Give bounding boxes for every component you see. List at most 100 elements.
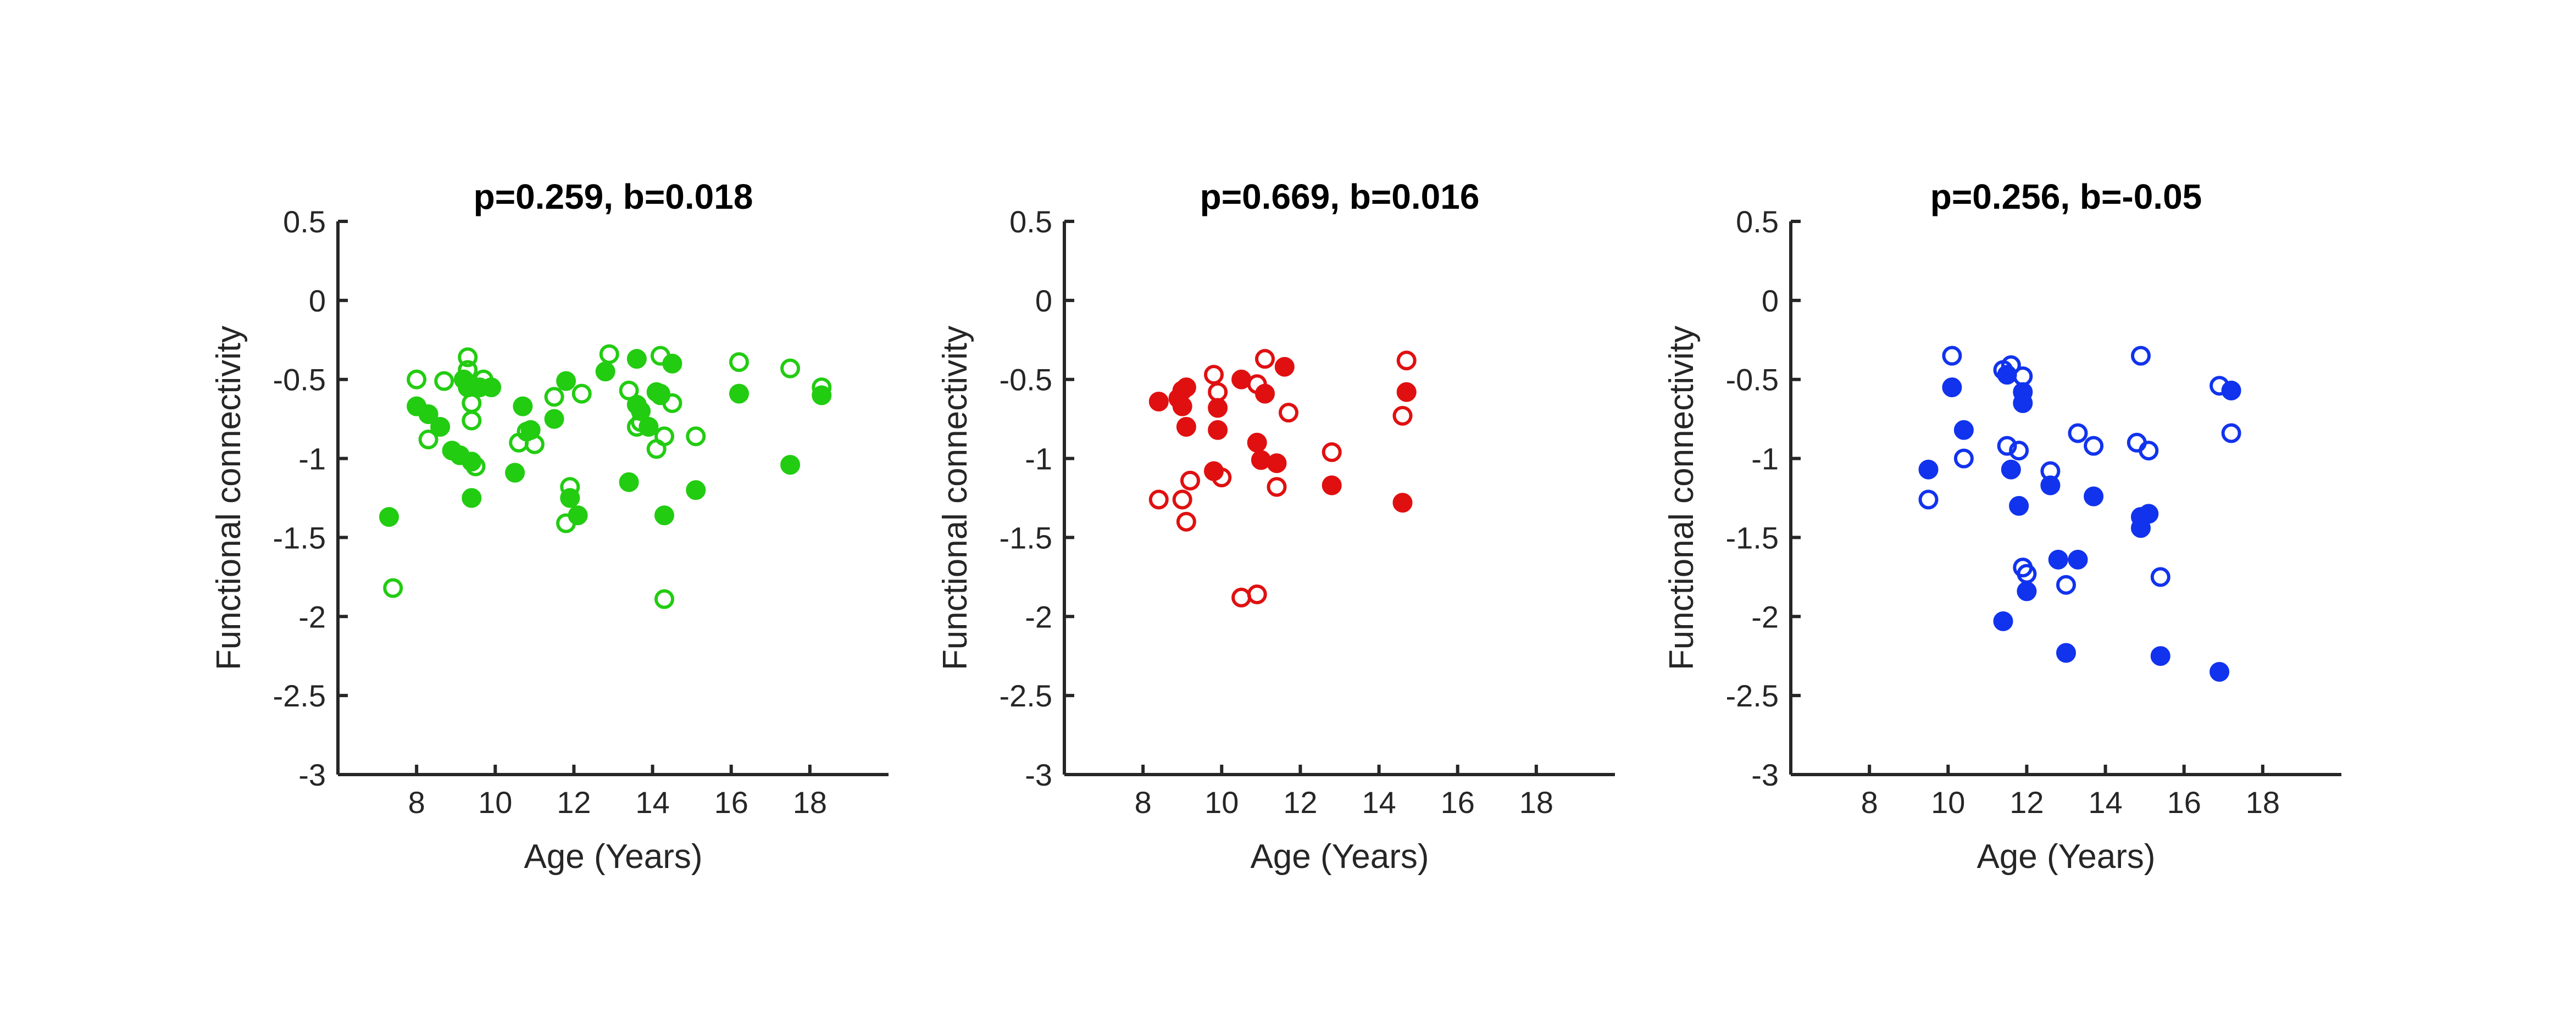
data-point-filled xyxy=(1993,611,2013,631)
data-point-open xyxy=(571,383,592,404)
y-tick-label: -3 xyxy=(1751,758,1779,792)
data-point-filled xyxy=(462,452,482,472)
y-axis-label: Functional connectivity xyxy=(936,326,974,670)
data-point-filled xyxy=(1176,377,1196,398)
data-point-open xyxy=(599,344,619,364)
y-tick-label: -1.5 xyxy=(1726,520,1779,555)
x-tick-label: 18 xyxy=(793,785,827,820)
data-point-filled xyxy=(1953,420,1974,440)
x-tick-label: 8 xyxy=(1135,785,1152,820)
data-point-filled xyxy=(626,349,647,369)
y-tick-label: -0.5 xyxy=(1726,363,1779,397)
data-point-open xyxy=(1247,584,1267,604)
x-tick-label: 12 xyxy=(557,785,591,820)
data-point-open xyxy=(1942,346,1962,366)
x-tick-label: 16 xyxy=(714,785,748,820)
data-point-open xyxy=(458,360,478,380)
data-point-filled xyxy=(1942,377,1962,398)
chart-title: p=0.669, b=0.016 xyxy=(1200,177,1480,216)
data-point-filled xyxy=(686,480,706,500)
data-point-open xyxy=(383,578,403,598)
y-tick-label: 0.5 xyxy=(283,204,326,239)
data-point-filled xyxy=(729,383,749,404)
y-tick-label: -2.5 xyxy=(1726,678,1779,713)
data-point-open xyxy=(2209,376,2230,396)
data-point-filled xyxy=(1148,392,1169,411)
data-point-open xyxy=(729,352,749,372)
data-point-open xyxy=(560,477,580,497)
data-point-open xyxy=(2040,461,2061,481)
data-point-filled xyxy=(2084,486,2104,506)
data-point-filled xyxy=(430,417,451,437)
data-point-filled xyxy=(1274,357,1295,377)
data-point-open xyxy=(686,426,706,447)
data-point-open xyxy=(1918,489,1939,510)
data-point-filled xyxy=(1172,396,1192,416)
y-tick-label: -3 xyxy=(1025,758,1052,792)
data-point-filled xyxy=(2009,495,2029,516)
data-point-open xyxy=(619,380,639,400)
x-axis-label: Age (Years) xyxy=(1977,838,2155,876)
data-point-open xyxy=(1953,448,1974,469)
data-point-filled xyxy=(1208,420,1228,440)
x-tick-label: 16 xyxy=(1441,785,1475,820)
data-point-open xyxy=(626,417,647,437)
data-point-open xyxy=(1322,442,1342,463)
data-point-filled xyxy=(1247,432,1267,453)
data-point-filled xyxy=(379,507,399,527)
chart-title: p=0.256, b=-0.05 xyxy=(1930,177,2202,216)
x-tick-label: 12 xyxy=(1283,785,1317,820)
y-tick-label: 0.5 xyxy=(1009,204,1052,239)
data-point-filled xyxy=(1392,493,1413,513)
data-point-filled xyxy=(1396,382,1417,402)
data-point-filled xyxy=(2209,662,2230,682)
chart-title: p=0.259, b=0.018 xyxy=(474,177,753,216)
y-tick-label: -3 xyxy=(298,758,326,792)
y-tick-label: 0 xyxy=(1035,283,1052,318)
data-point-open xyxy=(2068,423,2088,443)
data-point-open xyxy=(556,513,576,533)
data-point-filled xyxy=(2150,646,2170,666)
x-tick-label: 14 xyxy=(635,785,669,820)
x-tick-label: 10 xyxy=(478,785,512,820)
y-tick-label: -2.5 xyxy=(1000,678,1053,713)
data-point-open xyxy=(418,430,438,449)
y-tick-label: -1 xyxy=(298,442,326,476)
data-point-open xyxy=(434,371,454,391)
data-point-open xyxy=(1208,382,1228,402)
y-tick-label: -1 xyxy=(1025,442,1052,476)
y-tick-label: -2 xyxy=(298,599,326,634)
data-point-filled xyxy=(418,404,438,424)
data-point-open xyxy=(631,412,651,432)
data-point-filled xyxy=(2040,475,2061,495)
data-point-open xyxy=(1267,477,1287,497)
data-point-open xyxy=(544,387,564,407)
data-point-open xyxy=(1392,405,1413,426)
data-point-open xyxy=(2013,366,2033,386)
y-tick-label: -2 xyxy=(1025,599,1052,634)
x-tick-label: 12 xyxy=(2009,785,2044,820)
data-point-open xyxy=(2139,441,2159,461)
y-axis-label: Functional connectivity xyxy=(210,326,248,670)
scatter-panel-1: 0.5 0 -0.5 -1 -1.5 -2 -2.5 -3 8 10 12 14 16 18 p=0.259… xyxy=(210,177,889,876)
data-point-open xyxy=(654,589,674,609)
y-tick-label: -0.5 xyxy=(1000,363,1053,397)
data-point-filled xyxy=(2013,393,2033,413)
data-point-open xyxy=(1180,470,1200,491)
x-tick-label: 14 xyxy=(1362,785,1396,820)
data-point-open xyxy=(662,393,682,413)
data-point-open xyxy=(2084,436,2104,456)
data-point-filled xyxy=(462,488,482,508)
data-point-open xyxy=(1176,511,1196,532)
data-point-open xyxy=(407,369,427,389)
y-tick-label: 0 xyxy=(309,283,326,318)
data-point-open xyxy=(1212,467,1232,488)
data-point-open xyxy=(1279,403,1298,423)
y-tick-label: -1.5 xyxy=(273,520,326,555)
data-point-open xyxy=(654,426,674,447)
x-tick-label: 8 xyxy=(1861,785,1878,820)
data-point-open xyxy=(524,434,545,454)
data-point-filled xyxy=(2056,643,2076,663)
y-tick-label: -2 xyxy=(1751,599,1779,634)
